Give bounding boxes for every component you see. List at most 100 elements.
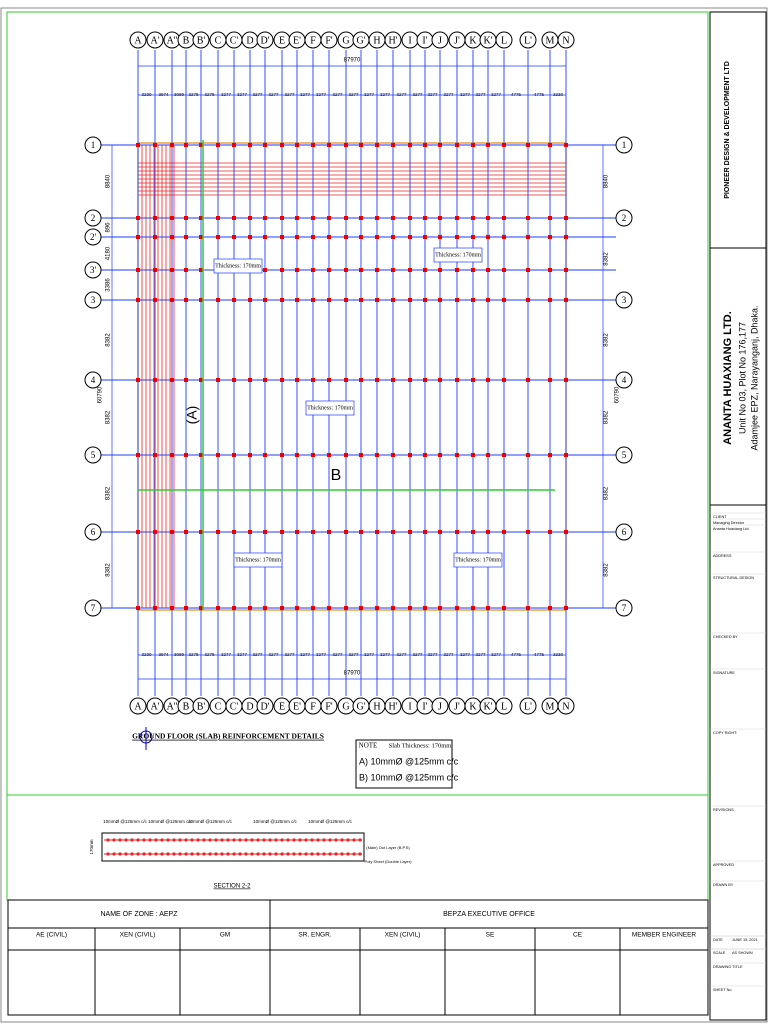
column-post	[248, 453, 252, 457]
rebar-dot	[106, 852, 110, 856]
grid-bubble	[519, 31, 537, 49]
rebar-dot	[106, 838, 110, 842]
column-label: L'	[524, 35, 532, 46]
dimension-text: 8382	[106, 563, 112, 577]
column-label: H	[373, 701, 380, 712]
dimension-text: 3277	[443, 652, 454, 657]
grid-bubble	[192, 697, 210, 715]
column-label: D'	[260, 701, 269, 712]
rebar-dot	[268, 852, 272, 856]
rebar-dot	[292, 852, 296, 856]
column-post	[408, 606, 412, 610]
column-label: B	[183, 35, 190, 46]
column-post	[502, 143, 506, 147]
column-post	[548, 268, 552, 272]
column-post	[526, 530, 530, 534]
column-post	[391, 530, 395, 534]
column-post	[280, 530, 284, 534]
rebar-dot	[202, 852, 206, 856]
rebar-dot	[112, 852, 116, 856]
dimension-text: 8382	[604, 486, 610, 500]
column-label: L'	[524, 701, 532, 712]
column-post	[295, 268, 299, 272]
dimension-text: 3277	[427, 92, 438, 97]
column-post	[295, 606, 299, 610]
column-post	[327, 606, 331, 610]
rebar-dot	[214, 838, 218, 842]
column-post	[526, 143, 530, 147]
slab-label-box	[453, 552, 503, 568]
grid-bubble	[129, 697, 147, 715]
dimension-text: 3277	[268, 92, 279, 97]
rebar-dot	[148, 852, 152, 856]
column-post	[486, 235, 490, 239]
column-post	[248, 143, 252, 147]
column-post	[199, 143, 203, 147]
grid-bubble	[615, 209, 633, 227]
column-label: A''	[167, 35, 178, 46]
column-post	[502, 606, 506, 610]
rebar-dot	[166, 838, 170, 842]
plan-title: GROUND FLOOR (SLAB) REINFORCEMENT DETAIL…	[132, 732, 324, 741]
dimension-text: 3277	[221, 92, 232, 97]
dimension-text: 3278	[188, 92, 199, 97]
column-post	[502, 268, 506, 272]
dimension-text: 3277	[284, 652, 295, 657]
column-post	[280, 143, 284, 147]
dimension-text: 3277	[268, 652, 279, 657]
column-label: A''	[167, 701, 178, 712]
dimension-text: 3230	[141, 92, 152, 97]
column-post	[280, 268, 284, 272]
column-post	[375, 530, 379, 534]
column-post	[199, 216, 203, 220]
column-post	[327, 268, 331, 272]
dimension-text: 3230	[553, 92, 564, 97]
dimension-text: 60790	[615, 386, 621, 403]
dimension-text: 3277	[252, 652, 263, 657]
rebar-dot	[250, 838, 254, 842]
column-post	[263, 268, 267, 272]
grid-bubble	[84, 446, 102, 464]
column-post	[455, 216, 459, 220]
dimension-text: 8382	[106, 333, 112, 347]
rebar-dot	[118, 852, 122, 856]
column-post	[526, 606, 530, 610]
rebar-dot	[328, 852, 332, 856]
row-label: 2'	[90, 232, 97, 242]
column-post	[248, 298, 252, 302]
zone-label: B	[331, 467, 342, 484]
row-label: 3	[622, 295, 627, 305]
client-address: Unit No 03, Plot No 176,177	[737, 322, 747, 434]
column-post	[408, 453, 412, 457]
column-post	[344, 235, 348, 239]
rebar-dot	[172, 852, 176, 856]
column-post	[408, 268, 412, 272]
column-post	[375, 453, 379, 457]
rebar-dot	[142, 852, 146, 856]
column-label: E'	[293, 35, 301, 46]
column-post	[280, 235, 284, 239]
column-post	[455, 298, 459, 302]
grid-bubble	[84, 291, 102, 309]
column-post	[248, 378, 252, 382]
dimension-text: 3230	[553, 652, 564, 657]
slab-label: Thickness: 170mm	[215, 263, 261, 269]
slab-label-box	[233, 552, 283, 568]
column-post	[471, 453, 475, 457]
dimension-text: 3277	[460, 92, 471, 97]
note-box	[355, 739, 453, 789]
grid-bubble	[84, 523, 102, 541]
column-post	[486, 378, 490, 382]
column-post	[564, 216, 568, 220]
column-label: N	[562, 701, 569, 712]
rebar-dot	[196, 852, 200, 856]
column-post	[359, 235, 363, 239]
row-label: 1	[91, 140, 96, 150]
column-post	[423, 378, 427, 382]
column-post	[502, 530, 506, 534]
column-post	[455, 530, 459, 534]
dimension-text: 3089	[174, 652, 185, 657]
column-post	[471, 606, 475, 610]
column-post	[170, 298, 174, 302]
section-label: 10mmØ @125mm c/c	[103, 819, 148, 824]
